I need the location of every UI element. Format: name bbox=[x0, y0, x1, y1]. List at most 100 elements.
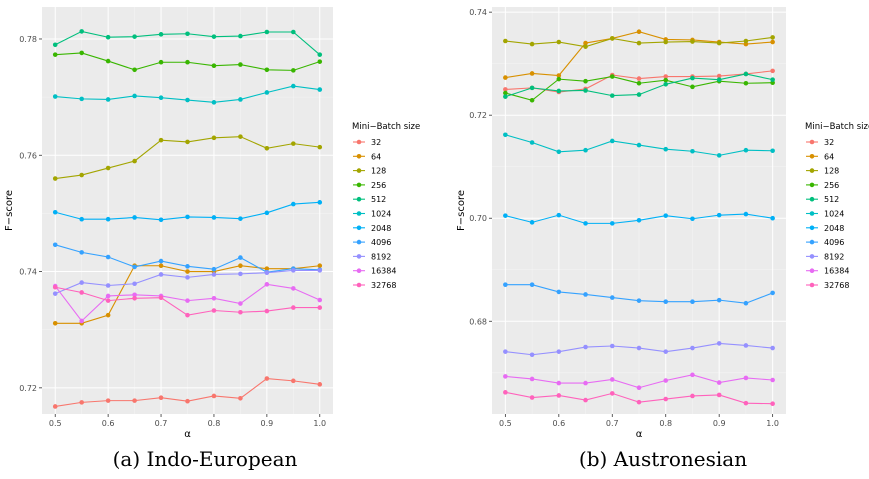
data-point-1024 bbox=[636, 142, 642, 148]
data-point-8192 bbox=[636, 345, 642, 351]
legend-key-point-32768 bbox=[356, 282, 362, 288]
data-point-32768 bbox=[238, 309, 243, 315]
data-point-4096 bbox=[503, 282, 508, 287]
data-point-128 bbox=[52, 176, 58, 181]
legend-key-point-1024 bbox=[809, 211, 815, 216]
legend-label-128: 128 bbox=[824, 167, 839, 176]
data-point-256 bbox=[211, 63, 217, 69]
legend-label-512: 512 bbox=[371, 195, 386, 204]
data-point-128 bbox=[556, 39, 562, 45]
chart-austronesian: 0.5 0.6 0.7 0.8 0.9 1.0 0.68 0.70 0.72 0.74 α F−sco… bbox=[456, 7, 869, 471]
data-point-4096 bbox=[238, 255, 243, 260]
y-tick-label: 0.72 bbox=[19, 384, 37, 393]
y-tick-label: 0.78 bbox=[19, 35, 37, 44]
data-point-1024 bbox=[238, 97, 243, 102]
data-point-2048 bbox=[238, 216, 243, 221]
data-point-256 bbox=[529, 97, 535, 103]
data-point-8192 bbox=[52, 291, 58, 296]
data-point-512 bbox=[556, 88, 562, 94]
data-point-4096 bbox=[105, 254, 111, 260]
data-point-32768 bbox=[636, 399, 642, 405]
data-point-32 bbox=[503, 87, 508, 92]
legend-key-point-512 bbox=[356, 196, 362, 202]
data-point-1024 bbox=[264, 90, 270, 95]
data-point-256 bbox=[52, 52, 58, 57]
data-point-2048 bbox=[503, 213, 508, 218]
data-point-2048 bbox=[716, 212, 722, 218]
data-point-512 bbox=[663, 81, 669, 87]
legend-label-32768: 32768 bbox=[371, 281, 396, 290]
data-point-2048 bbox=[529, 220, 535, 225]
data-point-32768 bbox=[132, 295, 137, 301]
data-point-16384 bbox=[185, 298, 190, 303]
data-point-256 bbox=[609, 74, 615, 79]
legend-key-point-32768 bbox=[809, 282, 815, 288]
data-point-32 bbox=[770, 68, 775, 74]
data-point-8192 bbox=[583, 344, 588, 350]
data-point-32768 bbox=[264, 308, 270, 314]
data-point-4096 bbox=[185, 264, 190, 269]
data-point-32768 bbox=[211, 308, 217, 313]
data-point-256 bbox=[583, 78, 588, 84]
data-point-4096 bbox=[529, 282, 535, 287]
data-point-2048 bbox=[556, 212, 562, 218]
x-tick-label: 0.6 bbox=[102, 419, 115, 428]
data-point-16384 bbox=[690, 372, 695, 378]
data-point-32 bbox=[663, 74, 669, 79]
data-point-4096 bbox=[158, 258, 164, 264]
data-point-64 bbox=[52, 320, 58, 326]
data-point-64 bbox=[317, 263, 323, 269]
data-point-32768 bbox=[503, 390, 508, 395]
data-point-512 bbox=[743, 71, 749, 77]
data-point-256 bbox=[79, 50, 84, 56]
legend-label-1024: 1024 bbox=[371, 210, 391, 219]
data-point-64 bbox=[238, 263, 243, 269]
data-point-2048 bbox=[185, 214, 190, 220]
data-point-512 bbox=[185, 31, 190, 37]
data-point-256 bbox=[158, 59, 164, 65]
legend-label-64: 64 bbox=[371, 152, 381, 161]
x-tick-label: 0.8 bbox=[659, 419, 672, 428]
legend-label-128: 128 bbox=[371, 167, 386, 176]
data-point-1024 bbox=[583, 147, 588, 153]
data-point-4096 bbox=[690, 299, 695, 304]
data-point-8192 bbox=[770, 345, 775, 351]
figure-caption: (b) Austronesian bbox=[579, 447, 747, 471]
data-point-256 bbox=[105, 58, 111, 64]
data-point-8192 bbox=[264, 270, 270, 276]
legend-title: Mini−Batch size bbox=[352, 122, 420, 132]
legend-key-point-1024 bbox=[356, 211, 362, 216]
data-point-32 bbox=[52, 404, 58, 409]
data-point-32768 bbox=[52, 284, 58, 290]
y-axis-title: F−score bbox=[4, 190, 15, 231]
data-point-4096 bbox=[609, 295, 615, 300]
data-point-8192 bbox=[158, 272, 164, 277]
data-point-128 bbox=[105, 165, 111, 171]
data-point-256 bbox=[663, 77, 669, 83]
data-point-4096 bbox=[132, 264, 137, 270]
data-point-1024 bbox=[529, 140, 535, 145]
legend-label-64: 64 bbox=[824, 152, 834, 161]
data-point-1024 bbox=[609, 138, 615, 144]
data-point-128 bbox=[264, 145, 270, 151]
data-point-512 bbox=[158, 32, 164, 37]
data-point-1024 bbox=[663, 146, 669, 152]
data-point-32 bbox=[716, 73, 722, 79]
data-point-128 bbox=[529, 41, 535, 47]
legend-title: Mini−Batch size bbox=[805, 122, 869, 132]
data-point-128 bbox=[636, 40, 642, 46]
data-point-32 bbox=[105, 398, 111, 403]
legend-key-point-16384 bbox=[809, 268, 815, 274]
data-point-512 bbox=[52, 42, 58, 48]
y-tick-label: 0.70 bbox=[469, 214, 487, 223]
data-point-32768 bbox=[158, 295, 164, 301]
legend-key-point-128 bbox=[809, 168, 815, 173]
legend-label-2048: 2048 bbox=[371, 224, 391, 233]
data-point-256 bbox=[743, 80, 749, 86]
data-point-2048 bbox=[636, 217, 642, 223]
data-point-256 bbox=[291, 68, 296, 73]
data-point-64 bbox=[503, 75, 508, 80]
data-point-128 bbox=[609, 36, 615, 41]
data-point-256 bbox=[636, 80, 642, 86]
